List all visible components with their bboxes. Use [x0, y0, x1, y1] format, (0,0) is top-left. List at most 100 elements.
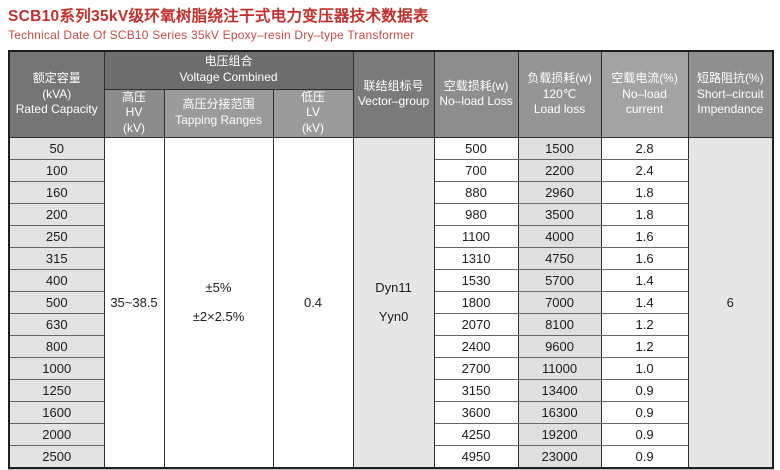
header-tapping-en: Tapping Ranges: [175, 113, 262, 128]
cell-rated-capacity: 2000: [8, 423, 105, 447]
header-hv-unit: (kV): [123, 121, 145, 136]
header-lv: 低压 LV (kV): [272, 88, 354, 138]
cell-no-load-loss: 1310: [433, 247, 519, 271]
cell-no-load-current: 1.6: [600, 225, 689, 249]
cell-rated-capacity: 100: [8, 159, 105, 183]
table-row: 100 700 2200 2.4: [8, 159, 773, 183]
header-short-circuit-zh: 短路阻抗(%): [696, 70, 764, 85]
cell-no-load-current: 1.4: [600, 269, 689, 293]
page-subtitle: Technical Date Of SCB10 Series 35kV Epox…: [8, 28, 415, 42]
header-no-load-current-en1: No–load: [622, 86, 667, 101]
cell-load-loss: 4000: [517, 225, 602, 249]
table-header: 额定容量 (kVA) Rated Capacity 电压组合 Voltage C…: [8, 50, 774, 138]
table-row: 250 1100 4000 1.6: [8, 225, 773, 249]
cell-no-load-loss: 500: [433, 136, 519, 161]
cell-rated-capacity: 630: [8, 313, 105, 337]
cell-no-load-current: 1.2: [600, 335, 689, 359]
cell-rated-capacity: 1250: [8, 379, 105, 403]
cell-no-load-loss: 3150: [433, 379, 519, 403]
cell-impedance: 6: [687, 136, 774, 469]
table-row: 50 35~38.5 ±5% ±2×2.5% 0.4 Dyn11 Yyn0 50…: [8, 136, 774, 469]
table-row: 1000 2700 11000 1.0: [8, 357, 773, 381]
header-short-circuit-en2: Impendance: [697, 102, 764, 117]
table-body: 50 35~38.5 ±5% ±2×2.5% 0.4 Dyn11 Yyn0 50…: [8, 136, 774, 469]
cell-no-load-current: 0.9: [600, 401, 689, 425]
cell-no-load-loss: 2070: [433, 313, 519, 337]
cell-load-loss: 4750: [517, 247, 602, 271]
cell-no-load-loss: 980: [433, 203, 519, 227]
cell-no-load-current: 1.4: [600, 291, 689, 315]
header-tapping-zh: 高压分接范围: [182, 97, 255, 112]
cell-load-loss: 8100: [517, 313, 602, 337]
cell-vector-group: Dyn11 Yyn0: [352, 136, 435, 469]
cell-no-load-loss: 880: [433, 181, 519, 205]
cell-no-load-loss: 4950: [433, 445, 519, 469]
cell-rated-capacity: 1000: [8, 357, 105, 381]
cell-hv-value: 35~38.5: [103, 136, 165, 469]
header-short-circuit-impedance: 短路阻抗(%) Short–circuit Impendance: [687, 50, 774, 138]
table-row: 2500 4950 23000 0.9: [8, 445, 773, 469]
cell-no-load-current: 0.9: [600, 445, 689, 469]
header-hv-en: HV: [125, 105, 143, 120]
table-row: 500 1800 7000 1.4: [8, 291, 773, 315]
tapping-line-2: ±2×2.5%: [192, 309, 245, 325]
header-hv: 高压 HV (kV): [103, 88, 165, 138]
cell-no-load-current: 1.2: [600, 313, 689, 337]
header-vector-group-en: Vector–group: [357, 94, 430, 109]
table-row: 630 2070 8100 1.2: [8, 313, 773, 337]
table-row: 200 980 3500 1.8: [8, 203, 773, 227]
header-rated-capacity-en: Rated Capacity: [15, 102, 98, 117]
cell-no-load-loss: 1800: [433, 291, 519, 315]
table-row: 2000 4250 19200 0.9: [8, 423, 773, 447]
cell-no-load-current: 0.9: [600, 379, 689, 403]
cell-rated-capacity: 250: [8, 225, 105, 249]
cell-load-loss: 19200: [517, 423, 602, 447]
cell-rated-capacity: 200: [8, 203, 105, 227]
transformer-data-table: 额定容量 (kVA) Rated Capacity 电压组合 Voltage C…: [8, 50, 775, 469]
header-voltage-combined-en: Voltage Combined: [179, 70, 278, 85]
cell-no-load-current: 2.4: [600, 159, 689, 183]
cell-rated-capacity: 50: [8, 136, 105, 161]
cell-load-loss: 9600: [517, 335, 602, 359]
cell-no-load-current: 1.8: [600, 181, 689, 205]
cell-load-loss: 2960: [517, 181, 602, 205]
header-tapping-ranges: 高压分接范围 Tapping Ranges: [163, 88, 274, 138]
header-load-loss: 负载损耗(w) 120℃ Load loss: [517, 50, 602, 138]
table-row: 315 1310 4750 1.6: [8, 247, 773, 271]
cell-rated-capacity: 2500: [8, 445, 105, 469]
cell-load-loss: 1500: [517, 136, 602, 161]
cell-load-loss: 5700: [517, 269, 602, 293]
cell-no-load-current: 1.0: [600, 357, 689, 381]
table-row: 160 880 2960 1.8: [8, 181, 773, 205]
table-row: 1250 3150 13400 0.9: [8, 379, 773, 403]
cell-load-loss: 23000: [517, 445, 602, 469]
cell-no-load-loss: 700: [433, 159, 519, 183]
header-load-loss-zh: 负载损耗(w): [527, 70, 592, 85]
cell-lv-value: 0.4: [272, 136, 354, 469]
header-no-load-current-zh: 空载电流(%): [611, 70, 678, 85]
header-row-1: 额定容量 (kVA) Rated Capacity 电压组合 Voltage C…: [8, 50, 774, 138]
cell-load-loss: 11000: [517, 357, 602, 381]
cell-no-load-loss: 1530: [433, 269, 519, 293]
cell-no-load-loss: 1100: [433, 225, 519, 249]
header-no-load-loss-en: No–load Loss: [439, 94, 513, 109]
cell-no-load-loss: 2400: [433, 335, 519, 359]
header-voltage-combined: 电压组合 Voltage Combined: [103, 50, 354, 90]
cell-load-loss: 2200: [517, 159, 602, 183]
cell-load-loss: 7000: [517, 291, 602, 315]
cell-rated-capacity: 500: [8, 291, 105, 315]
cell-no-load-current: 0.9: [600, 423, 689, 447]
header-no-load-loss-zh: 空载损耗(w): [443, 78, 509, 93]
cell-load-loss: 3500: [517, 203, 602, 227]
header-short-circuit-en1: Short–circuit: [696, 86, 764, 101]
header-rated-capacity: 额定容量 (kVA) Rated Capacity: [8, 50, 105, 138]
header-load-loss-en: Load loss: [533, 102, 586, 117]
cell-rated-capacity: 160: [8, 181, 105, 205]
cell-rated-capacity: 315: [8, 247, 105, 271]
header-load-loss-temp: 120℃: [542, 86, 577, 101]
vector-group-line-1: Dyn11: [375, 280, 412, 296]
header-lv-unit: (kV): [302, 121, 325, 136]
tapping-line-1: ±5%: [205, 280, 232, 296]
cell-no-load-loss: 4250: [433, 423, 519, 447]
